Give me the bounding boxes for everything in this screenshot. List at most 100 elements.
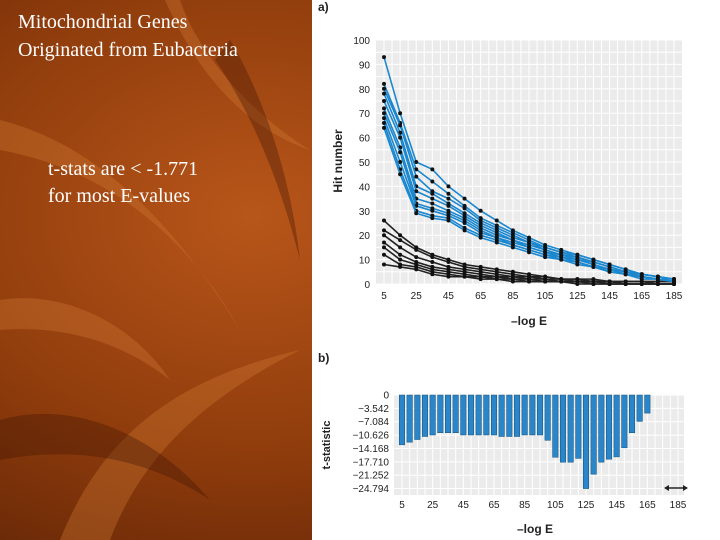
t-statistic-x-label: –log E — [517, 522, 553, 536]
black-series-point — [382, 233, 386, 238]
blue-series-point — [591, 264, 596, 269]
blue-series-point — [462, 228, 467, 233]
black-series-point — [623, 282, 628, 286]
x-tick-label: 45 — [458, 500, 470, 511]
black-series-point — [414, 247, 419, 252]
blue-series-point — [446, 191, 451, 196]
black-series-point — [414, 267, 419, 272]
blue-series-point — [414, 174, 419, 179]
y-tick-label: −14.168 — [353, 444, 390, 455]
x-tick-label: 65 — [475, 291, 487, 302]
x-tick-label: 45 — [443, 291, 455, 302]
t-statistic-bar — [544, 394, 551, 441]
black-series-point — [655, 282, 660, 286]
blue-series-point — [446, 184, 451, 189]
black-series-point — [382, 262, 386, 267]
black-series-point — [398, 264, 403, 269]
x-tick-label: 5 — [399, 500, 405, 511]
black-series-point — [398, 252, 403, 257]
y-tick-label: 100 — [353, 36, 370, 47]
hit-number-grid — [376, 39, 682, 285]
blue-series-point — [543, 255, 548, 260]
blue-series-point — [527, 250, 531, 255]
black-series-point — [382, 245, 386, 250]
t-statistic-bar — [567, 394, 574, 463]
blue-series-point — [559, 257, 564, 262]
blue-series-point — [382, 91, 386, 96]
x-tick-label: 165 — [639, 500, 656, 511]
blue-series-point — [430, 216, 435, 221]
x-tick-label: 85 — [519, 500, 531, 511]
t-statistic-bar — [644, 394, 651, 414]
blue-series-point — [494, 218, 499, 223]
black-series-point — [382, 240, 386, 245]
blue-series-point — [446, 218, 451, 223]
blue-series-point — [672, 279, 676, 284]
blue-series-point — [414, 189, 419, 194]
t-statistic-bar — [490, 394, 498, 436]
blue-series-point — [382, 99, 386, 103]
y-tick-label: −24.794 — [353, 484, 390, 495]
t-statistic-bar — [575, 394, 582, 459]
black-series-point — [382, 228, 386, 233]
t-statistic-bar — [444, 394, 452, 433]
y-tick-label: −17.710 — [353, 457, 390, 468]
black-series-point — [414, 255, 419, 260]
t-statistic-bar — [506, 394, 513, 437]
blue-series-point — [430, 201, 435, 206]
blue-series-point — [398, 135, 403, 140]
blue-series-point — [478, 208, 483, 213]
t-statistic-bar — [398, 394, 406, 446]
blue-series-point — [494, 240, 499, 245]
y-tick-label: −21.252 — [353, 471, 390, 482]
hit-number-chart: a) 0 10 20 30 40 50 60 70 80 90 100 5 25 45 65 85 105 12… — [318, 0, 683, 328]
y-tick-label: 70 — [359, 109, 371, 120]
t-statistic-bar — [605, 394, 613, 460]
x-tick-label: 185 — [670, 500, 687, 511]
black-series-point — [543, 279, 548, 284]
t-statistic-bar — [452, 394, 459, 433]
blue-series-point — [462, 221, 467, 225]
x-tick-label: 145 — [601, 291, 618, 302]
t-statistic-bar — [628, 394, 636, 433]
black-series-point — [446, 274, 451, 279]
x-tick-label: 5 — [381, 291, 387, 302]
t-statistic-x-ticks: 5 25 45 65 85 105 125 145 165 185 — [399, 500, 687, 511]
slide-note: t-stats are < -1.771 for most E-values — [48, 156, 298, 210]
y-tick-label: 50 — [359, 158, 371, 169]
x-tick-label: 185 — [666, 291, 683, 302]
blue-series-point — [430, 196, 435, 201]
x-tick-label: 25 — [427, 500, 439, 511]
t-statistic-bar — [483, 394, 490, 436]
hit-number-x-ticks: 5 25 45 65 85 105 125 145 165 185 — [381, 291, 683, 302]
blue-series-point — [382, 81, 386, 86]
blue-series-point — [430, 167, 435, 172]
black-series-point — [430, 260, 435, 265]
y-tick-label: 40 — [359, 182, 371, 193]
x-tick-label: 125 — [569, 291, 586, 302]
x-tick-label: 105 — [547, 500, 564, 511]
t-statistic-bar — [429, 394, 436, 436]
black-series-point — [591, 282, 596, 286]
y-tick-label: 10 — [359, 256, 371, 267]
t-statistic-bar — [529, 394, 536, 436]
y-tick-label: 90 — [359, 60, 371, 71]
blue-series-point — [462, 196, 467, 201]
black-series-point — [527, 279, 531, 284]
t-statistic-bar — [621, 394, 628, 449]
slide-note-line-2: for most E-values — [48, 185, 191, 207]
slide-note-line-1: t-stats are < -1.771 — [48, 158, 199, 180]
blue-series-point — [575, 262, 580, 267]
black-series-point — [575, 282, 580, 286]
blue-series-point — [655, 277, 660, 282]
y-tick-label: −3.542 — [358, 404, 389, 415]
black-series-point — [430, 272, 435, 277]
x-tick-label: 85 — [507, 291, 519, 302]
t-statistic-y-label: t-statistic — [321, 421, 333, 470]
black-series-point — [510, 279, 515, 284]
black-series-point — [639, 282, 644, 286]
blue-series-point — [446, 203, 451, 208]
figure-panel: a) 0 10 20 30 40 50 60 70 80 90 100 5 25 45 65 85 105 12… — [312, 0, 720, 540]
black-series-point — [494, 277, 499, 282]
blue-series-point — [398, 111, 403, 116]
